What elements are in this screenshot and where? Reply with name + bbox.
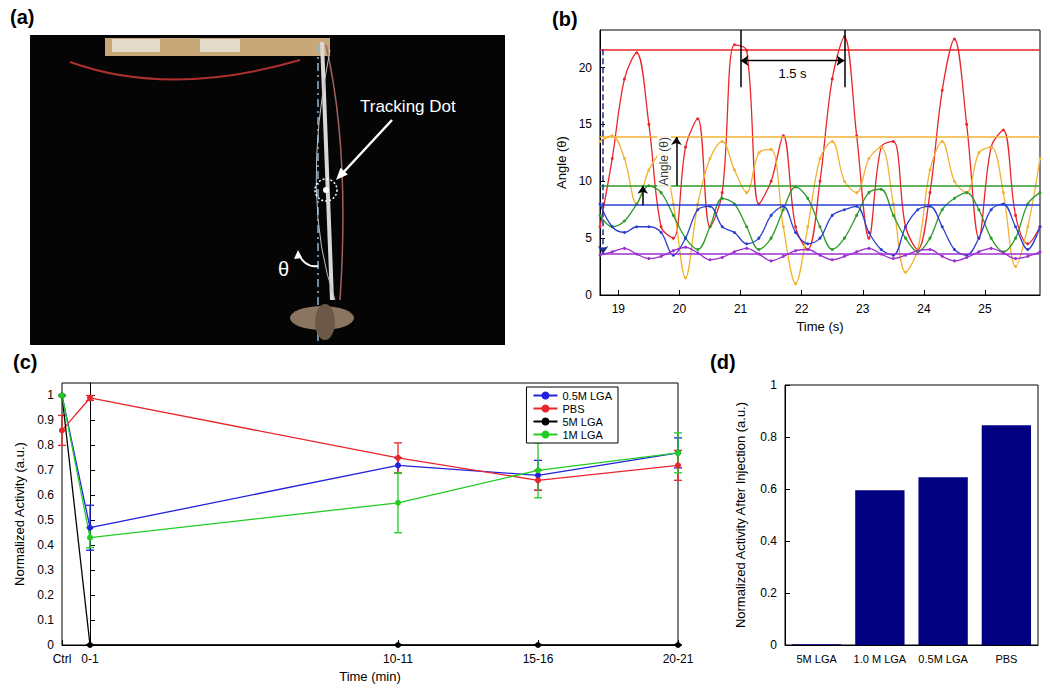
svg-text:0.5M LGA: 0.5M LGA (918, 653, 968, 665)
svg-text:0.3: 0.3 (37, 563, 54, 577)
svg-text:0: 0 (770, 638, 777, 652)
svg-text:0.4: 0.4 (760, 534, 777, 548)
svg-text:0.5: 0.5 (37, 513, 54, 527)
svg-text:0-1: 0-1 (81, 652, 99, 666)
svg-text:Angle (θ): Angle (θ) (657, 137, 671, 186)
svg-text:19: 19 (612, 302, 626, 316)
svg-text:(b): (b) (552, 8, 578, 30)
svg-text:10-11: 10-11 (383, 652, 413, 666)
svg-text:0.1: 0.1 (37, 613, 54, 627)
svg-text:Time (min): Time (min) (339, 669, 401, 684)
svg-text:0.6: 0.6 (37, 488, 54, 502)
svg-text:1.5 s: 1.5 s (778, 66, 807, 81)
svg-text:5M LGA: 5M LGA (562, 416, 603, 428)
svg-text:23: 23 (856, 302, 870, 316)
svg-text:(c): (c) (13, 351, 37, 373)
svg-text:20: 20 (579, 61, 593, 75)
svg-text:1M LGA: 1M LGA (562, 429, 603, 441)
svg-text:Time (s): Time (s) (796, 319, 843, 334)
svg-text:15: 15 (579, 117, 593, 131)
svg-text:0.8: 0.8 (760, 430, 777, 444)
svg-text:0.2: 0.2 (760, 586, 777, 600)
svg-text:0.6: 0.6 (760, 482, 777, 496)
svg-text:22: 22 (795, 302, 809, 316)
svg-text:Ctrl: Ctrl (53, 652, 72, 666)
svg-text:15-16: 15-16 (523, 652, 554, 666)
svg-text:0.7: 0.7 (37, 463, 54, 477)
svg-text:21: 21 (734, 302, 748, 316)
svg-text:1: 1 (47, 388, 54, 402)
svg-text:20: 20 (673, 302, 687, 316)
svg-text:0.2: 0.2 (37, 588, 54, 602)
svg-text:Angle (θ): Angle (θ) (554, 136, 569, 189)
svg-text:1.0 M LGA: 1.0 M LGA (854, 653, 907, 665)
svg-text:0.8: 0.8 (37, 438, 54, 452)
svg-text:(a): (a) (10, 6, 34, 28)
svg-text:24: 24 (917, 302, 931, 316)
svg-text:20-21: 20-21 (663, 652, 694, 666)
svg-text:0: 0 (47, 638, 54, 652)
svg-text:25: 25 (978, 302, 992, 316)
svg-text:Normalized Activity (a.u.): Normalized Activity (a.u.) (12, 442, 27, 586)
svg-text:(d): (d) (710, 351, 736, 373)
svg-text:5: 5 (585, 231, 592, 245)
svg-text:PBS: PBS (995, 653, 1017, 665)
svg-text:Tracking Dot: Tracking Dot (360, 97, 456, 116)
svg-text:θ: θ (278, 258, 289, 280)
svg-text:0.4: 0.4 (37, 538, 54, 552)
svg-text:0.9: 0.9 (37, 413, 54, 427)
svg-text:Normalized Activity After Inje: Normalized Activity After Injection (a.u… (733, 402, 748, 628)
svg-text:10: 10 (579, 174, 593, 188)
svg-text:1: 1 (770, 378, 777, 392)
svg-text:PBS: PBS (562, 403, 584, 415)
svg-text:0.5M LGA: 0.5M LGA (562, 390, 612, 402)
svg-text:0: 0 (585, 288, 592, 302)
svg-text:5M LGA: 5M LGA (796, 653, 837, 665)
